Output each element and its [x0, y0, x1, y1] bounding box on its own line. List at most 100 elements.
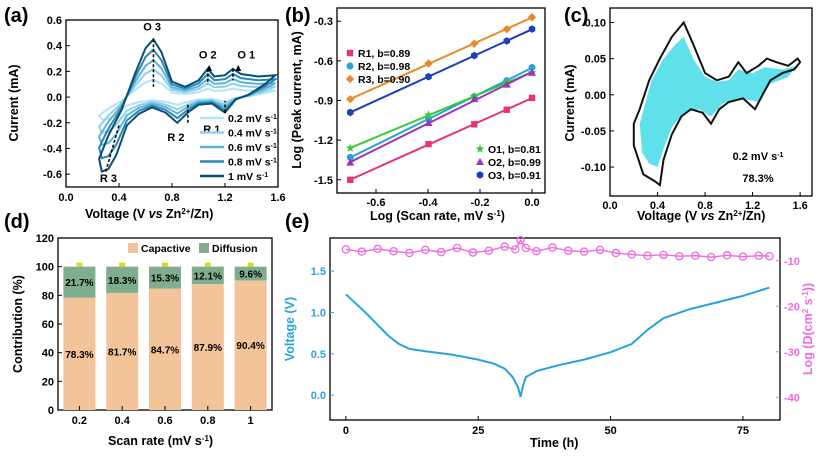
panel-c-xtick-label: 1.6 [792, 200, 807, 212]
panel-e-ylabel-left: Voltage (V) [283, 297, 297, 361]
panel-e-diffusion-point-24 [691, 251, 700, 260]
panel-e-voltage-curve [345, 286, 770, 398]
panel-d-bar-cap-marker [247, 262, 254, 267]
panel-a-peak-label: O 1 [237, 50, 255, 62]
panel-d-legend-label: Capactive [141, 243, 191, 255]
panel-e-xtick-label: 0 [343, 425, 349, 437]
panel-b-fit-line-4 [349, 71, 533, 163]
panel-b-xtick-label: -0.6 [367, 197, 386, 209]
panel-e-diffusion-point-2 [373, 244, 382, 254]
panel-e-diffusion-point-22 [659, 250, 668, 260]
panel-e-diffusion-point-6 [436, 247, 446, 257]
panel-d-bar-cap-marker [162, 262, 168, 267]
panel-b-fit-line-3 [349, 71, 533, 149]
panel-b-point-2-2 [470, 39, 479, 48]
panel-d-capacitive-value: 90.4% [236, 341, 264, 352]
panel-c-ytick-label: 0.10 [585, 17, 606, 29]
panel-c-scan-rate-note: 0.2 mV s-1 [733, 151, 784, 163]
panel-b-point-legend-3 [475, 144, 485, 153]
panel-d-capacitive-bar [106, 292, 139, 410]
panel-d-legend-swatch [199, 243, 209, 253]
panel-d-category-label: 1 [248, 415, 254, 427]
panel-d-capacitive-bar [63, 297, 96, 410]
panel-e-xtick-label: 50 [604, 425, 616, 437]
panel-c-xtick-label: 0.8 [697, 200, 712, 212]
panel-a-peak-label: R 2 [167, 132, 184, 144]
panel-b-legend-label: O1, b=0.81 [488, 144, 541, 156]
panel-b-ytick-label: -0.3 [314, 16, 333, 28]
panel-a-ytick-label: -0.2 [43, 118, 62, 130]
panel-b-point-legend-1 [346, 62, 354, 70]
panel-a-peak-arrow-1 [235, 64, 242, 71]
panel-b-fit-line-2 [349, 16, 533, 100]
panel-a-ytick-label: 0.4 [47, 41, 63, 53]
panel-e-ytick-left-label: 0.5 [311, 349, 326, 361]
panel-b-point-2-4 [527, 13, 537, 22]
panel-e-diffusion-point-0 [341, 245, 351, 254]
panel-a-legend-label: 0.2 mV s-1 [228, 113, 277, 125]
panel-e-diffusion-point-8 [468, 248, 478, 257]
panel-d-ytick-label: 20 [42, 376, 54, 388]
panel-c-capacitive-cv: (c) 0.0 0.4 0.8 1.2 1.6 -0.10 -0.05 0.00 0.05 0.1… [563, 5, 813, 223]
panel-e-diffusion-point-18 [595, 245, 605, 255]
panel-b-point-5-4 [528, 25, 536, 33]
panel-c-xtick-label: 0.4 [650, 200, 666, 212]
panel-e-xtick-label: 75 [737, 425, 749, 437]
panel-a-xtick-label: 1.2 [217, 192, 232, 204]
panel-e-ytick-left-label: 1.0 [311, 307, 326, 319]
panel-c-frame [609, 7, 813, 197]
panel-b-legend-label: O2, b=0.99 [488, 157, 541, 169]
panel-a-label: (a) [4, 5, 28, 27]
panel-b-legend-label: R2, b=0.98 [358, 61, 410, 73]
panel-b-ytick-label: -1.5 [314, 175, 333, 187]
panel-d-label: (d) [4, 211, 30, 233]
panel-e-diffusion-point-13 [521, 243, 531, 253]
panel-c-percentage: 78.3% [742, 173, 773, 185]
panel-b-ylabel: Log (Peak current, mA) [290, 31, 304, 169]
panel-b-ytick-label: -0.6 [314, 56, 333, 68]
panel-b-ytick-label: -0.9 [314, 96, 333, 108]
panel-d-capacitive-bar [149, 288, 181, 410]
panel-e-diffusion-point-5 [421, 245, 430, 255]
panel-a-legend-label: 0.6 mV s-1 [228, 142, 277, 154]
panel-d-diffusion-bar [106, 266, 139, 293]
panel-d-category-label: 0.8 [200, 415, 215, 427]
panel-e-diffusion-point-29 [765, 251, 774, 261]
panel-e-diffusion-point-15 [548, 243, 557, 252]
panel-d-diffusion-value: 9.6% [239, 270, 262, 281]
panel-a-xtick-label: 0.8 [164, 192, 179, 204]
panel-a-cv-curve-4 [98, 37, 279, 173]
panel-c-label: (c) [564, 5, 588, 27]
panel-d-capacitive-value: 78.3% [65, 350, 93, 361]
panel-b-point-0-2 [471, 121, 478, 128]
panel-e-diffusion-point-10 [500, 242, 509, 251]
panel-b-xtick-label: -0.4 [419, 197, 439, 209]
panel-b-point-4-4 [528, 68, 536, 76]
panel-d-diffusion-bar [63, 266, 96, 298]
panel-d-diffusion-value: 15.3% [151, 274, 179, 285]
panel-e-ytick-right-label: -30 [784, 347, 800, 359]
panel-a-ytick-label: -0.6 [43, 169, 62, 181]
panel-d-ylabel: Contribution (%) [11, 275, 25, 373]
panel-a-xlabel: Voltage (V vs Zn2+/Zn) [85, 207, 213, 222]
panel-c-ylabel: Current (mA) [563, 64, 577, 141]
panel-b-legend-label: O3, b=0.91 [488, 170, 541, 182]
panel-b-point-legend-2 [345, 74, 355, 84]
panel-e-diffusion-point-9 [484, 246, 494, 255]
panel-a-peak-label: R 1 [203, 124, 220, 136]
panel-a-legend-label: 0.8 mV s-1 [228, 157, 277, 169]
panel-d-ytick-label: 80 [42, 290, 54, 302]
panel-c-ytick-label: -0.05 [581, 126, 606, 138]
panel-a-cv-curve-2 [98, 58, 276, 147]
panel-e-diffusion-point-25 [706, 252, 716, 262]
panel-d-capacitive-bar [191, 284, 224, 410]
panel-d-diffusion-value: 18.3% [108, 276, 136, 287]
panel-b-point-5-2 [471, 51, 478, 60]
panel-e-label: (e) [285, 211, 309, 233]
panel-b-point-0-3 [503, 106, 510, 113]
panel-d-capacitive-value: 87.9% [194, 343, 222, 354]
panel-e-diffusion-point-26 [722, 251, 732, 260]
panel-c-total-cv-curve [632, 20, 802, 188]
panel-d-diffusion-bar [234, 266, 267, 281]
